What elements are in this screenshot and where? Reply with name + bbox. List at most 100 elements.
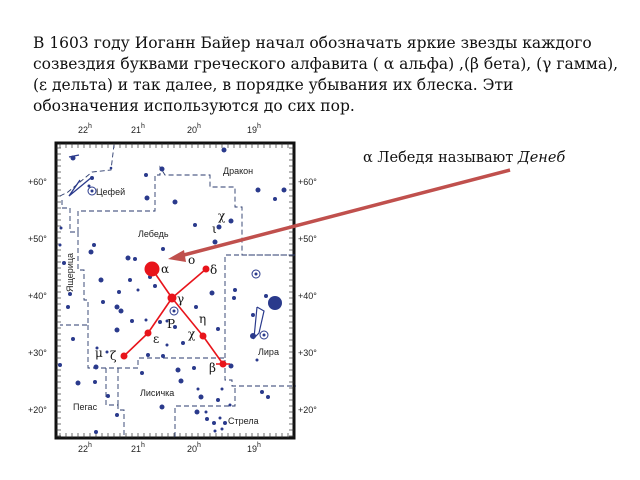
constellation-label: Лебедь [138, 229, 169, 239]
star [181, 341, 185, 345]
star [58, 243, 62, 247]
greek-label: P [167, 317, 175, 331]
star [133, 257, 137, 261]
star [228, 403, 232, 407]
greek-label: ε [153, 332, 159, 346]
map-border [54, 141, 296, 440]
star [198, 394, 204, 400]
star [159, 404, 165, 410]
star [128, 278, 132, 282]
deneb-caption: α Лебедя называют Денеб [363, 150, 565, 166]
star [114, 327, 120, 333]
star [92, 243, 96, 247]
star [90, 176, 94, 180]
star [93, 364, 99, 370]
star [144, 173, 148, 177]
arrow-shaft [179, 168, 511, 258]
star [66, 305, 70, 309]
constellation-label: Ящерица [65, 253, 75, 292]
star [98, 277, 104, 283]
cygnus-star-d [202, 265, 210, 273]
star [165, 343, 169, 347]
star [260, 390, 264, 394]
cygnus-line [147, 297, 173, 334]
star [196, 387, 200, 391]
star [216, 398, 220, 402]
greek-label: η [199, 312, 206, 326]
cygnus-line [171, 268, 207, 299]
star [59, 226, 63, 230]
star [105, 350, 109, 354]
ra-label: 21h [131, 442, 145, 454]
star [266, 395, 270, 399]
star [250, 333, 256, 339]
caption-star-name: Денеб [517, 150, 566, 166]
star [172, 199, 178, 205]
star [233, 288, 237, 292]
greek-label: o [188, 253, 195, 267]
boundary-line [59, 144, 115, 197]
boundary-line [60, 232, 89, 326]
dec-label-right: +40° [298, 291, 317, 301]
greek-label: δ [210, 263, 217, 277]
greek-label: γ [177, 292, 184, 306]
cluster-marker-dot [90, 189, 94, 193]
lyra-lines [253, 306, 265, 340]
star [221, 147, 227, 153]
star [216, 224, 222, 230]
star [281, 187, 287, 193]
star [223, 421, 227, 425]
star [228, 218, 234, 224]
star [75, 380, 81, 386]
boundary-line [105, 368, 125, 437]
star [93, 380, 97, 384]
ra-label: 20h [187, 123, 201, 135]
cygnus-line [171, 297, 204, 337]
star [165, 319, 169, 323]
greek-label: β [209, 361, 216, 375]
greek-label: χ [218, 209, 226, 223]
cygnus-star-a [144, 261, 160, 277]
star [251, 313, 255, 317]
star [94, 430, 98, 434]
star [205, 417, 209, 421]
star [71, 337, 75, 341]
ra-label: 22h [78, 442, 92, 454]
star [212, 421, 216, 425]
ra-label: 22h [78, 123, 92, 135]
star [212, 239, 218, 245]
constellation-label: Стрела [228, 416, 259, 426]
dec-label-left: +20° [28, 405, 47, 415]
star [70, 155, 76, 161]
background-stars [58, 147, 287, 434]
boundary-line [174, 386, 236, 437]
star [192, 366, 196, 370]
ra-label: 19h [247, 123, 261, 135]
dec-label-right: +60° [298, 177, 317, 187]
star [264, 294, 268, 298]
star [118, 308, 124, 314]
pointer-arrow [168, 168, 511, 262]
star [216, 327, 220, 331]
star [194, 305, 198, 309]
greek-label: μ [95, 346, 103, 360]
star [87, 184, 91, 188]
constellation-label: Лира [258, 347, 279, 357]
star [125, 255, 131, 261]
dec-label-right: +30° [298, 348, 317, 358]
star [255, 358, 259, 362]
dec-label-left: +40° [28, 291, 47, 301]
star [144, 318, 148, 322]
cluster-marker-dot [172, 309, 176, 313]
ra-label: 19h [247, 442, 261, 454]
dec-label-left: +60° [28, 177, 47, 187]
cygnus-figure [120, 261, 230, 368]
star [220, 387, 224, 391]
star [144, 195, 150, 201]
star [194, 409, 200, 415]
greek-label: α [161, 262, 169, 276]
cygnus-star-g [167, 293, 177, 303]
map-labels: 22h 22h 21h 21h 20h 20h 19h 19h +60° +60° +50° +50°… [28, 123, 317, 454]
star [193, 223, 197, 227]
